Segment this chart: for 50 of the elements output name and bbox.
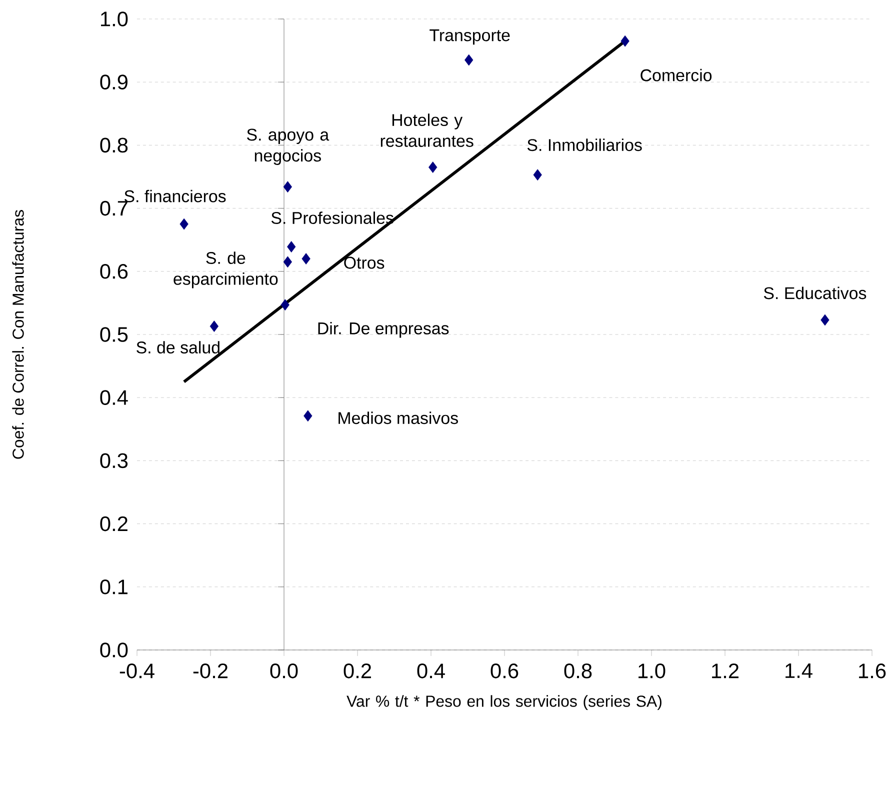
x-tick-label: 0.6	[490, 664, 518, 678]
x-tick-label: 1.0	[638, 664, 666, 678]
point	[620, 35, 630, 47]
annotation: Transporte	[430, 29, 510, 45]
point	[302, 253, 310, 264]
annotation: Comercio	[640, 68, 712, 82]
annotation: S. apoyo a negocios	[247, 128, 330, 165]
y-tick-label: 0.1	[100, 579, 128, 594]
point	[287, 241, 296, 252]
annotation: S. de esparcimiento	[174, 252, 278, 288]
annotation: S. financieros	[124, 190, 226, 202]
x-axis-title: Var % t/t * Peso en los servicios (series SA)	[346, 695, 662, 710]
annotation: Otros	[344, 256, 384, 269]
y-tick-label: 1.0	[101, 12, 128, 26]
point	[283, 181, 292, 193]
annotation: Medios masivos	[338, 412, 458, 424]
y-tick-label: 0.3	[100, 453, 128, 468]
x-tick-label: 0.8	[564, 664, 592, 678]
y-axis-title: Coef. de Correl. Con Manufacturas	[12, 210, 24, 459]
point	[533, 169, 542, 181]
y-tick-label: 0.5	[100, 327, 128, 342]
point	[180, 218, 188, 230]
y-tick-label: 0.2	[100, 516, 128, 532]
annotation: S. de salud	[136, 341, 220, 354]
y-tick-label: 0.6	[100, 264, 128, 279]
x-tick-label: -0.2	[193, 664, 228, 678]
point	[280, 299, 290, 311]
x-tick-label: 0.4	[417, 664, 445, 678]
point	[464, 54, 474, 66]
x-tick-label: 1.2	[712, 664, 738, 678]
point	[820, 314, 830, 326]
annotation: S. Inmobiliarios	[527, 138, 642, 152]
annotation: S. Educativos	[764, 286, 866, 300]
annotation: Dir. De empresas	[318, 322, 449, 338]
y-tick-label: 0.4	[100, 390, 128, 405]
point	[304, 410, 312, 422]
y-tick-label: 0.9	[100, 74, 128, 90]
x-tick-label: 1.6	[859, 664, 886, 678]
point	[210, 320, 219, 332]
x-tick-label: -0.4	[120, 664, 154, 678]
x-tick-label: 1.4	[786, 664, 812, 678]
point	[283, 256, 292, 268]
annotation: Hoteles y restaurantes	[380, 114, 474, 147]
annotation: S. Profesionales	[271, 212, 394, 224]
point	[428, 162, 438, 173]
y-tick-label: 0.0	[100, 642, 128, 658]
x-tick-label: 0.2	[344, 664, 371, 678]
y-tick-label: 0.7	[100, 200, 128, 216]
y-tick-label: 0.8	[100, 138, 128, 153]
x-tick-label: 0.0	[270, 664, 298, 678]
